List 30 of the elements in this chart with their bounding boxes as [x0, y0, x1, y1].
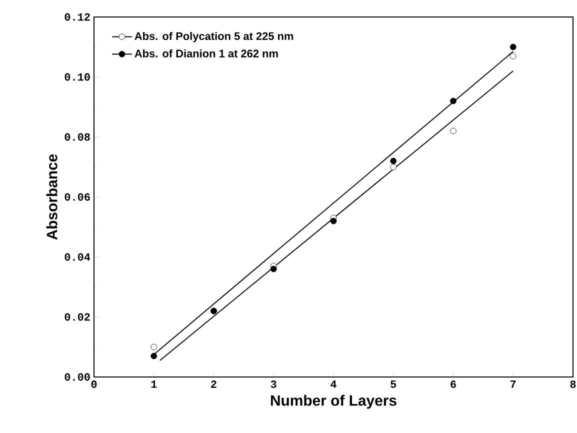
y-tick-label: 0.06: [64, 193, 90, 201]
y-tick-label: 0.02: [64, 313, 90, 321]
point: [450, 98, 456, 104]
x-tick-label: 3: [270, 380, 276, 388]
y-tick-label: 0.10: [64, 73, 90, 81]
y-tick-label: 0.12: [64, 13, 90, 21]
point: [510, 44, 516, 50]
x-tick-label: 6: [450, 380, 456, 388]
x-tick-label: 4: [330, 380, 336, 388]
point: [390, 158, 397, 164]
x-tick-label: 1: [151, 380, 157, 388]
x-tick-label: 2: [211, 380, 216, 388]
point: [510, 52, 516, 60]
point: [450, 128, 456, 134]
point: [150, 344, 158, 350]
point: [270, 266, 277, 272]
x-tick-label: 5: [390, 380, 396, 388]
x-tick-label: 8: [570, 380, 576, 388]
y-axis-title: Absorbance: [46, 154, 58, 240]
y-tick-label: 0.08: [64, 133, 90, 141]
point: [150, 352, 158, 360]
y-tick-label: 0.00: [64, 373, 90, 381]
x-tick-label: 0: [91, 380, 97, 388]
legend-label: Abs. of Dianion 1 at 262 nm: [134, 49, 278, 58]
legend-label: Abs. of Polycation 5 at 225 nm: [134, 32, 294, 42]
point: [330, 218, 337, 224]
x-tick-label: 7: [510, 380, 516, 388]
y-tick-label: 0.04: [64, 253, 90, 261]
x-axis-title: Number of Layers: [270, 394, 396, 409]
point: [390, 164, 397, 170]
